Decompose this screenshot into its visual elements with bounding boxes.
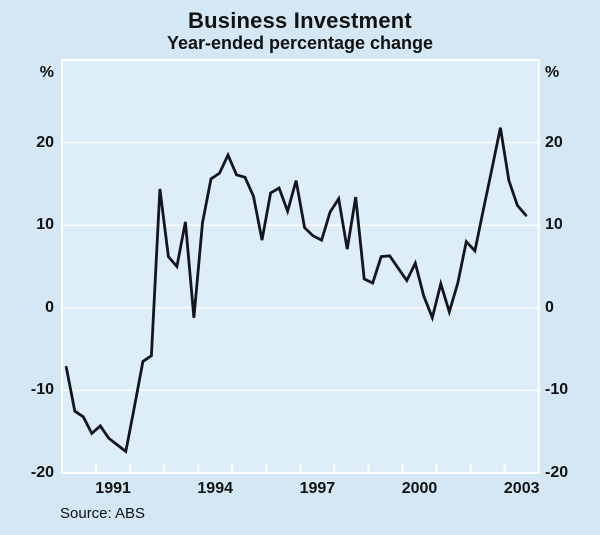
y-tick-label: 10 bbox=[545, 216, 563, 234]
x-tick-label: 1991 bbox=[95, 480, 131, 497]
x-tick-label: 1997 bbox=[299, 480, 336, 497]
gridlines bbox=[62, 141, 539, 392]
y-tick-label: 20 bbox=[545, 133, 563, 151]
y-axis-unit-left: % bbox=[39, 64, 54, 81]
y-tick-label: 10 bbox=[36, 216, 54, 234]
x-tick-label: 1994 bbox=[197, 480, 233, 497]
y-tick-label: -10 bbox=[545, 381, 569, 399]
series-line bbox=[64, 127, 528, 455]
x-tick-label: 2003 bbox=[503, 480, 540, 497]
y-tick-label: 0 bbox=[45, 298, 54, 316]
chart-title: Business Investment bbox=[188, 8, 412, 33]
y-axis-unit-right: % bbox=[545, 64, 560, 81]
plot-frame bbox=[61, 59, 540, 474]
y-tick-label: -20 bbox=[545, 464, 569, 481]
y-tick-label: -20 bbox=[30, 464, 54, 481]
plot-background bbox=[62, 60, 539, 473]
source-note: Source: ABS bbox=[60, 505, 146, 522]
y-tick-label: 0 bbox=[545, 298, 554, 316]
chart-subtitle: Year-ended percentage change bbox=[166, 33, 434, 53]
y-tick-label: -10 bbox=[30, 381, 54, 399]
y-tick-label: 20 bbox=[36, 133, 54, 151]
x-tick-label: 2000 bbox=[401, 480, 438, 497]
